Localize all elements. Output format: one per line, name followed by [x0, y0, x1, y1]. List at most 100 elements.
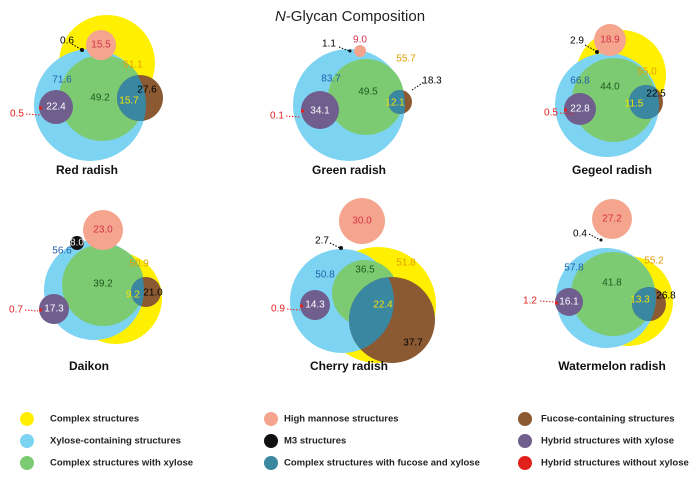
- hybrid-xylose-value: 17.3: [44, 304, 64, 315]
- hybrid-no-xylose-leader: [24, 309, 39, 312]
- legend-label: Xylose-containing structures: [50, 436, 181, 447]
- complex-xylose-circle: [62, 244, 144, 326]
- complex-xylose-value: 44.0: [600, 82, 620, 93]
- complex-value: 55.2: [644, 256, 664, 267]
- panel-red-radish: 61.1 71.6 49.2 15.727.6 15.5 0.6 22.4 0.5 Red ra…: [10, 15, 163, 177]
- fucose-xylose-value: 11.5: [625, 99, 644, 110]
- hybrid-no-xylose-circle: [38, 308, 43, 312]
- hybrid-no-xylose-leader: [559, 112, 575, 115]
- panel-green-radish: 55.7 83.7 49.5 12.1 18.3 9.0 1.1 34.1 0.1 Green r…: [270, 35, 442, 178]
- legend-label: M3 structures: [284, 436, 346, 447]
- hybrid-xylose-circle: [39, 294, 69, 324]
- fucose-xylose-value: 13.3: [630, 295, 650, 306]
- fucose-xylose-overlap: [117, 75, 146, 121]
- fucose-xylose-overlap: [632, 287, 656, 321]
- xylose-value: 83.7: [321, 74, 341, 85]
- hybrid-no-xylose-circle: [299, 304, 304, 308]
- m3-value: 1.1: [322, 39, 336, 50]
- legend-item-hybrid-xylose: Hybrid structures with xylose: [518, 434, 674, 448]
- hybrid-no-xylose-circle: [38, 106, 43, 110]
- complex-xylose-circle: [572, 58, 656, 142]
- legend-swatch: [518, 456, 532, 470]
- fucose-xylose-value: 9.2: [126, 290, 140, 301]
- m3-circle: [348, 49, 352, 53]
- panel-gegeol-radish: 55.0 66.8 44.0 11.522.5 18.9 2.9 22.8 0.5 Gegeol…: [544, 24, 666, 177]
- high-mannose-circle: [86, 30, 116, 60]
- legend-item-m3: M3 structures: [264, 434, 346, 448]
- legend-item-complex: Complex structures: [20, 412, 139, 426]
- hybrid-xylose-value: 34.1: [310, 106, 330, 117]
- hybrid-no-xylose-value: 0.5: [10, 109, 24, 120]
- hybrid-no-xylose-leader: [539, 300, 556, 303]
- m3-leader: [329, 242, 341, 249]
- m3-leader: [584, 44, 597, 52]
- panel-label: Cherry radish: [310, 359, 388, 373]
- xylose-value: 57.8: [564, 263, 584, 274]
- hybrid-no-xylose-value: 0.9: [271, 304, 285, 315]
- hybrid-xylose-circle: [39, 90, 73, 124]
- hybrid-no-xylose-circle: [563, 108, 568, 112]
- fucose-value: 21.0: [143, 288, 163, 299]
- m3-circle: [339, 246, 343, 250]
- legend-label: Hybrid structures with xylose: [541, 436, 674, 447]
- hybrid-xylose-value: 16.1: [559, 297, 579, 308]
- complex-xylose-value: 49.2: [90, 93, 110, 104]
- hybrid-no-xylose-value: 0.7: [9, 305, 23, 316]
- hybrid-no-xylose-value: 0.1: [270, 111, 284, 122]
- hybrid-no-xylose-circle: [554, 301, 559, 305]
- legend: Complex structures High mannose structure…: [20, 412, 689, 470]
- legend-item-xylose: Xylose-containing structures: [20, 434, 181, 448]
- m3-value: 0.6: [60, 36, 74, 47]
- panel-label: Green radish: [312, 163, 386, 177]
- panel-watermelon-radish: 55.2 57.8 41.8 13.3 26.8 27.2 0.4 16.1 1.2 Waterm…: [523, 199, 676, 373]
- fucose-value: 37.7: [403, 338, 423, 349]
- legend-item-fucose: Fucose-containing structures: [518, 412, 675, 426]
- high-mannose-value: 9.0: [353, 35, 367, 46]
- fucose-xylose-overlap: [629, 85, 659, 119]
- fucose-xylose-value: 12.1: [385, 98, 405, 109]
- complex-xylose-circle: [59, 55, 145, 141]
- legend-swatch: [264, 456, 278, 470]
- hybrid-no-xylose-leader: [286, 308, 301, 311]
- high-mannose-circle: [594, 24, 626, 56]
- complex-value: 55.7: [396, 54, 416, 65]
- fucose-value: 18.3: [422, 76, 442, 87]
- panel-label: Daikon: [69, 359, 109, 373]
- legend-item-fuc-xyl: Complex structures with fucose and xylos…: [264, 456, 480, 470]
- m3-circle: [70, 236, 84, 250]
- complex-value: 50.9: [129, 259, 149, 270]
- hybrid-no-xylose-circle: [300, 109, 305, 113]
- panel-label: Watermelon radish: [558, 359, 666, 373]
- hybrid-xylose-circle: [301, 91, 339, 129]
- m3-circle: [599, 238, 603, 242]
- legend-swatch: [20, 412, 34, 426]
- hybrid-no-xylose-value: 0.5: [544, 108, 558, 119]
- legend-label: Complex structures with fucose and xylos…: [284, 458, 480, 469]
- legend-label: Complex structures: [50, 414, 139, 425]
- hybrid-xylose-value: 22.4: [46, 102, 66, 113]
- fucose-xylose-overlap: [388, 90, 405, 114]
- complex-xylose-circle: [571, 252, 655, 336]
- complex-value: 51.8: [396, 258, 416, 269]
- high-mannose-circle: [339, 198, 385, 244]
- complex-value: 61.1: [123, 60, 143, 71]
- m3-leader: [588, 233, 601, 241]
- complex-xylose-circle: [328, 59, 404, 135]
- xylose-value: 50.8: [315, 270, 335, 281]
- high-mannose-circle: [83, 210, 123, 250]
- complex-xylose-value: 39.2: [93, 279, 113, 290]
- xylose-value: 71.6: [52, 75, 72, 86]
- high-mannose-circle: [354, 45, 366, 57]
- legend-swatch: [20, 456, 34, 470]
- m3-leader: [71, 43, 83, 51]
- figure-title-italic: N: [275, 8, 286, 25]
- panel-daikon: 50.9 56.6 39.2 9.2 21.0 23.0 8.0 17.3 0.7 Daikon: [9, 210, 163, 373]
- legend-item-hybrid-no-xylose: Hybrid structures without xylose: [518, 456, 689, 470]
- complex-xylose-value: 36.5: [355, 265, 375, 276]
- hybrid-no-xylose-leader: [25, 113, 41, 116]
- xylose-value: 56.6: [52, 246, 72, 257]
- fucose-leader: [411, 81, 425, 91]
- xylose-value: 66.8: [570, 76, 590, 87]
